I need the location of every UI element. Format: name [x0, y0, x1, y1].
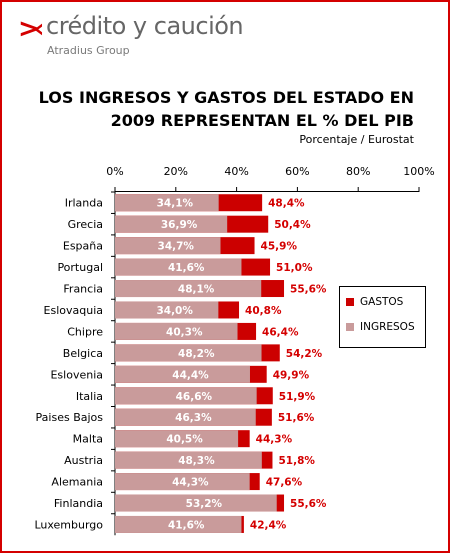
data-label-ingresos: 48,3%: [178, 455, 215, 467]
bar-ingresos: [115, 451, 262, 469]
data-label-ingresos: 46,3%: [175, 412, 212, 424]
data-label-gastos: 55,6%: [290, 498, 327, 510]
data-label-gastos: 48,4%: [268, 198, 305, 210]
category-label: Finlandia: [54, 497, 103, 510]
bar-ingresos: [115, 280, 262, 298]
legend: GASTOS INGRESOS: [339, 286, 426, 348]
x-tick-label: 20%: [164, 165, 188, 178]
data-label-ingresos: 41,6%: [168, 519, 205, 531]
category-label: Alemania: [51, 476, 103, 489]
category-label: Irlanda: [65, 197, 103, 210]
data-label-gastos: 54,2%: [286, 348, 323, 360]
category-label: Paises Bajos: [36, 411, 104, 424]
bar-ingresos: [115, 344, 262, 362]
category-label: Francia: [63, 283, 103, 296]
data-label-ingresos: 48,1%: [178, 284, 215, 296]
bar-ingresos: [115, 237, 221, 255]
x-tick-label: 40%: [224, 165, 248, 178]
bar-ingresos: [115, 365, 250, 383]
x-tick-label: 100%: [403, 165, 434, 178]
chart-title-line-1: LOS INGRESOS Y GASTOS DEL ESTADO EN: [38, 88, 414, 107]
category-label: Luxemburgo: [34, 518, 103, 531]
bar-ingresos: [115, 494, 277, 512]
category-label: Eslovenia: [50, 368, 103, 381]
data-label-ingresos: 34,7%: [158, 241, 195, 253]
data-label-ingresos: 44,3%: [172, 477, 209, 489]
chart-subtitle: Porcentaje / Eurostat: [299, 133, 414, 146]
bar-ingresos: [115, 473, 250, 491]
bar-ingresos: [115, 387, 257, 405]
brand-subtitle: Atradius Group: [47, 44, 130, 57]
x-tick-label: 80%: [346, 165, 370, 178]
legend-swatch-ingresos: [346, 323, 354, 331]
category-label: Grecia: [68, 218, 103, 231]
data-label-gastos: 45,9%: [261, 241, 298, 253]
data-label-gastos: 55,6%: [290, 284, 327, 296]
x-tick-label: 60%: [285, 165, 309, 178]
data-label-ingresos: 48,2%: [178, 348, 215, 360]
data-label-gastos: 51,6%: [278, 412, 315, 424]
category-label: Belgica: [63, 347, 103, 360]
chart-title: LOS INGRESOS Y GASTOS DEL ESTADO EN 2009…: [39, 86, 414, 132]
category-label: Chipre: [67, 325, 103, 338]
legend-item-ingresos: INGRESOS: [346, 320, 415, 334]
bar-ingresos: [115, 194, 219, 212]
data-label-gastos: 51,8%: [278, 455, 315, 467]
data-label-gastos: 49,9%: [273, 369, 310, 381]
bar-ingresos: [115, 322, 238, 340]
bar-ingresos: [115, 515, 242, 533]
category-label: Austria: [64, 454, 103, 467]
category-label: Malta: [73, 433, 103, 446]
data-label-ingresos: 40,3%: [166, 326, 203, 338]
data-label-ingresos: 44,4%: [172, 369, 209, 381]
data-label-ingresos: 40,5%: [166, 434, 203, 446]
bar-ingresos: [115, 215, 228, 233]
bar-ingresos: [115, 301, 219, 319]
x-tick-label: 0%: [106, 165, 123, 178]
data-label-gastos: 51,0%: [276, 262, 313, 274]
data-label-gastos: 50,4%: [274, 219, 311, 231]
data-label-gastos: 42,4%: [250, 519, 287, 531]
legend-label-ingresos: INGRESOS: [360, 321, 415, 333]
data-label-gastos: 51,9%: [279, 391, 316, 403]
data-label-ingresos: 34,0%: [156, 305, 193, 317]
category-label: España: [63, 240, 103, 253]
category-label: Eslovaquia: [44, 304, 103, 317]
bar-ingresos: [115, 430, 239, 448]
legend-label-gastos: GASTOS: [360, 296, 404, 308]
data-label-ingresos: 46,6%: [176, 391, 213, 403]
legend-swatch-gastos: [346, 298, 354, 306]
brand-name: crédito y caución: [46, 12, 244, 40]
data-label-ingresos: 53,2%: [186, 498, 223, 510]
data-label-gastos: 44,3%: [256, 434, 293, 446]
data-label-gastos: 46,4%: [262, 326, 299, 338]
data-label-gastos: 47,6%: [266, 477, 303, 489]
category-label: Portugal: [57, 261, 103, 274]
bar-ingresos: [115, 258, 242, 276]
data-label-gastos: 40,8%: [245, 305, 282, 317]
category-label: Italia: [76, 390, 103, 403]
data-label-ingresos: 41,6%: [168, 262, 205, 274]
bar-ingresos: [115, 408, 256, 426]
data-label-ingresos: 36,9%: [161, 219, 198, 231]
data-label-ingresos: 34,1%: [157, 198, 194, 210]
legend-item-gastos: GASTOS: [346, 295, 403, 309]
chart-title-line-2: 2009 REPRESENTAN EL % DEL PIB: [110, 111, 414, 130]
